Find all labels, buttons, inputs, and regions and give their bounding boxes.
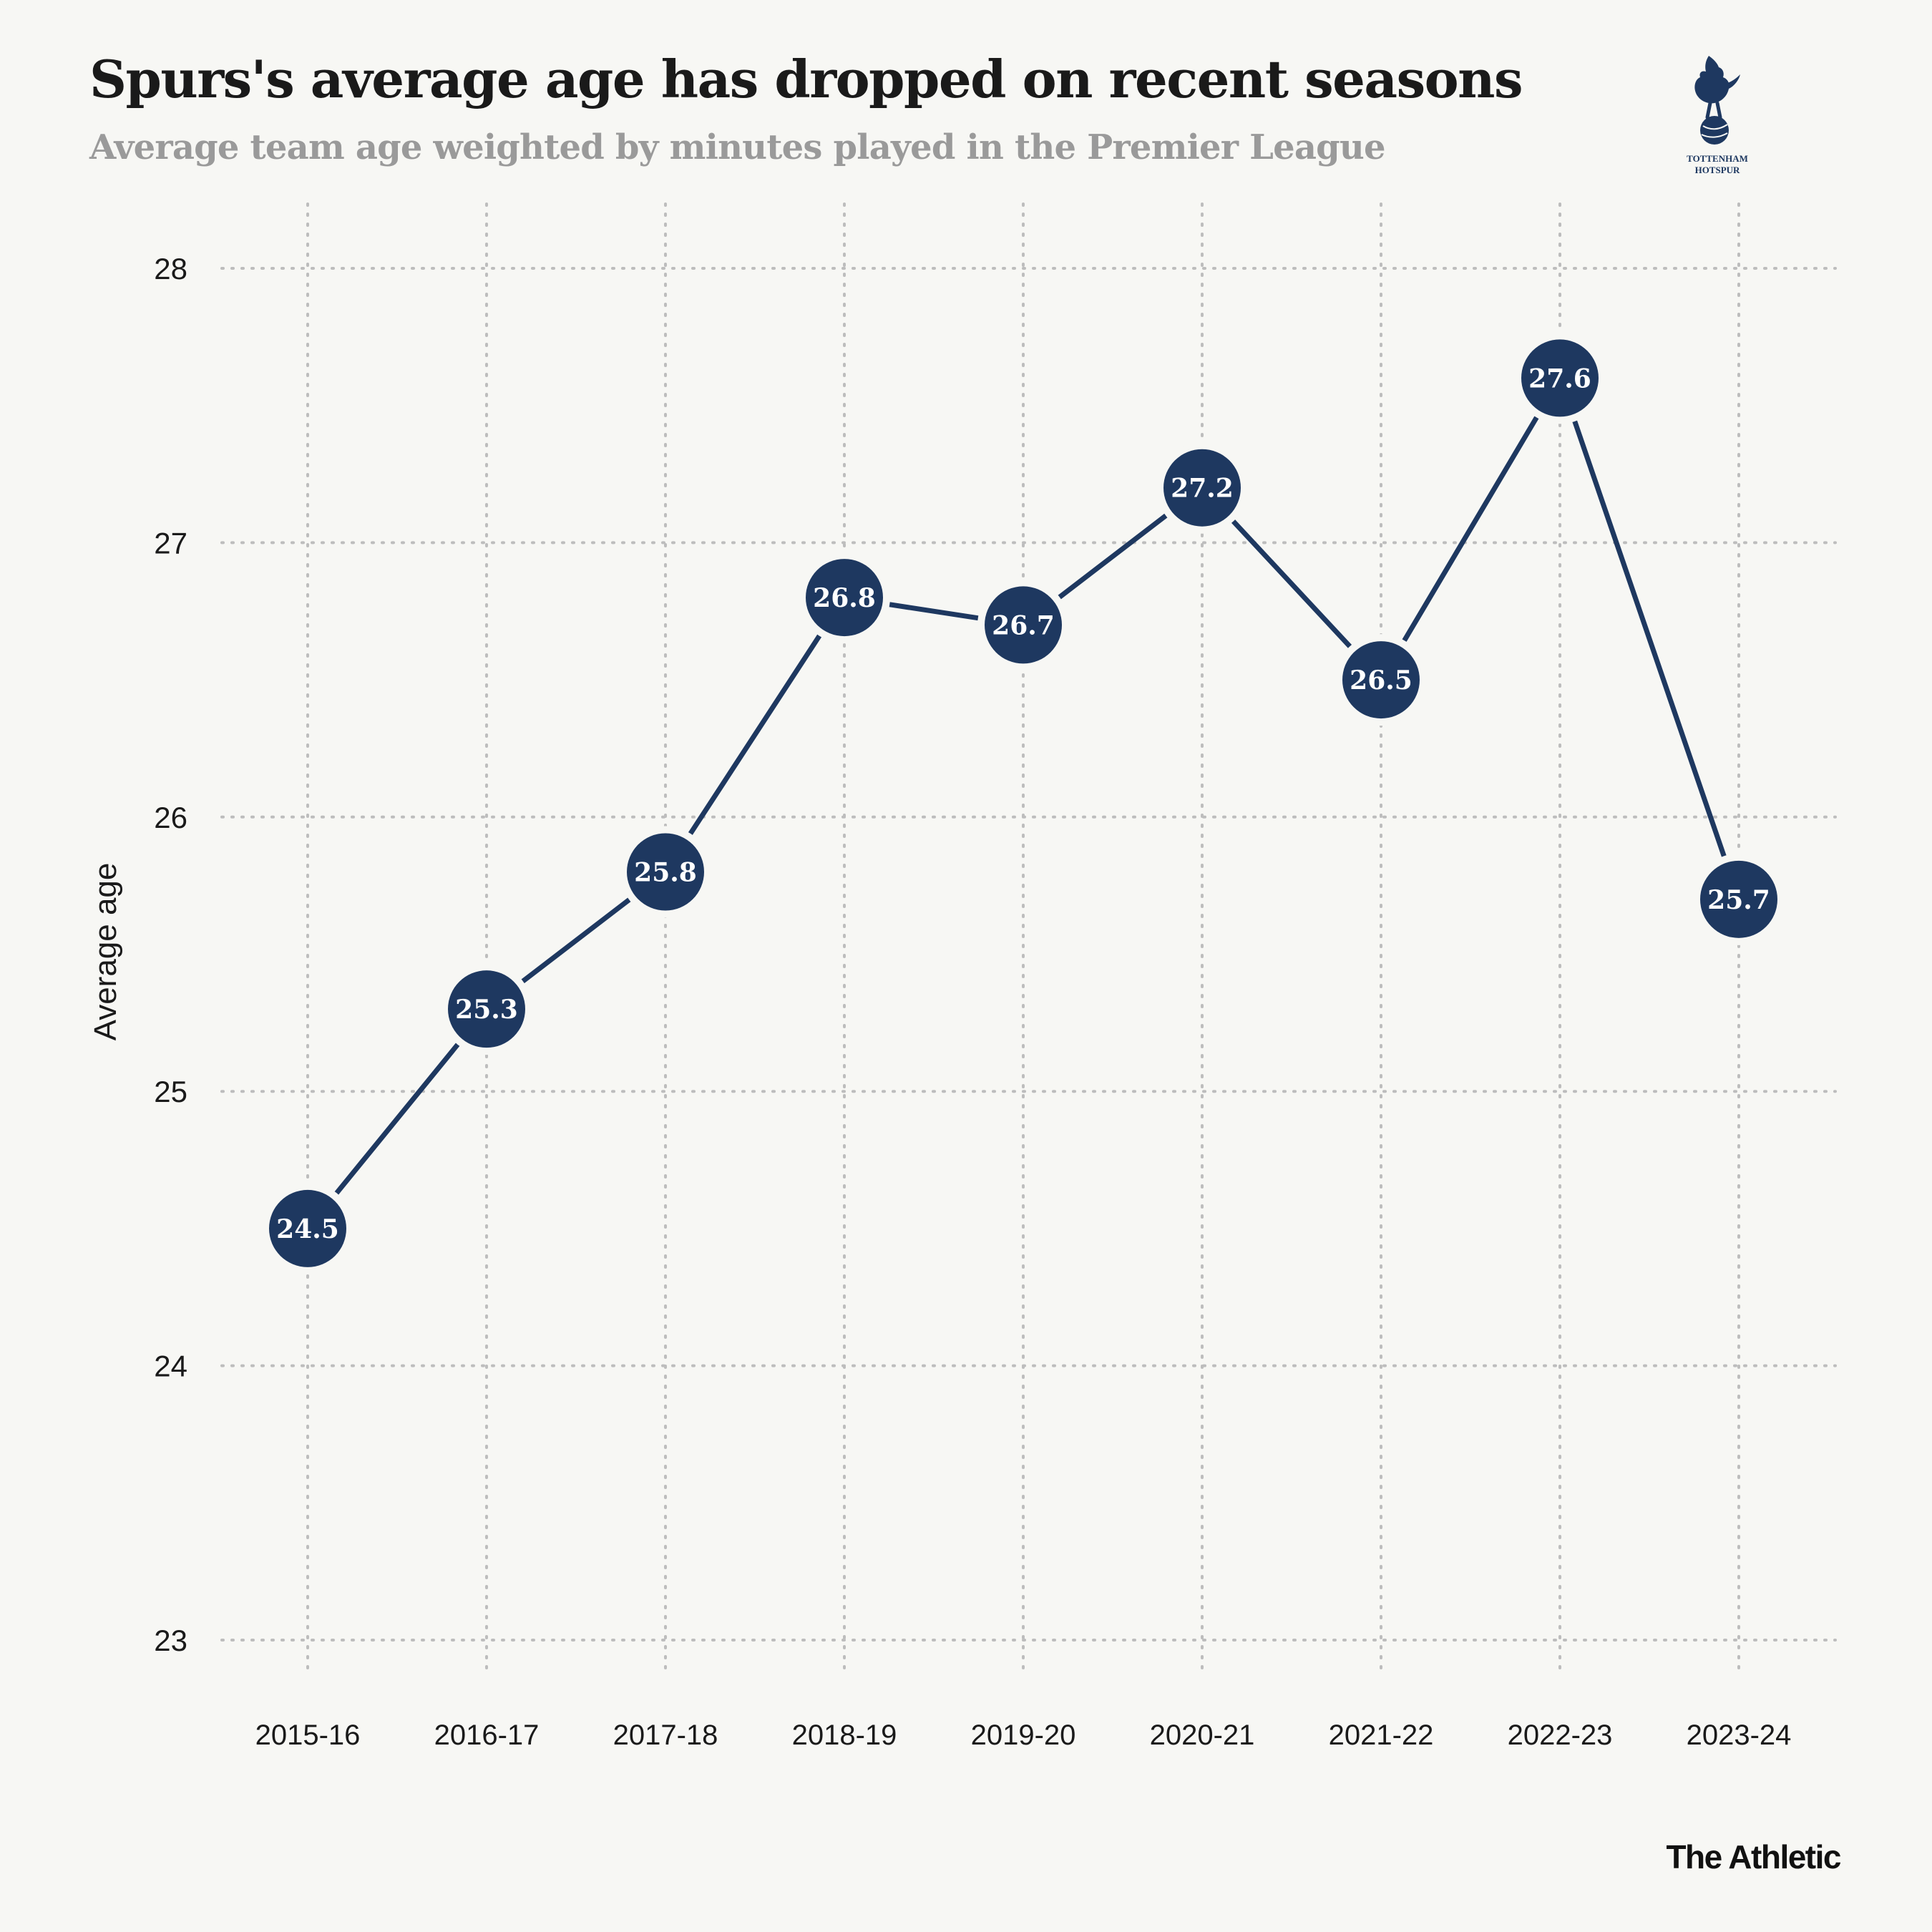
y-tick-label: 23 (154, 1624, 187, 1657)
tottenham-hotspur-crest-icon: TOTTENHAM HOTSPUR (1687, 56, 1748, 175)
chart-subtitle: Average team age weighted by minutes pla… (89, 127, 1386, 167)
data-point[interactable] (269, 1189, 346, 1267)
data-label: 25.3 (455, 995, 518, 1025)
data-label: 26.7 (992, 610, 1055, 640)
data-label: 26.8 (813, 583, 876, 613)
data-point[interactable] (627, 833, 704, 911)
crest-text-line1: TOTTENHAM (1687, 153, 1748, 164)
y-gridlines (220, 267, 1837, 1641)
series-line-segment (663, 595, 847, 874)
data-point[interactable] (985, 586, 1062, 664)
data-label: 26.5 (1350, 665, 1413, 696)
data-label: 25.7 (1707, 885, 1770, 915)
chart-title: Spurs's average age has dropped on recen… (89, 49, 1523, 109)
x-tick-label: 2015-16 (255, 1719, 361, 1751)
series-line-segment (305, 1006, 489, 1231)
series-line-segment (1378, 375, 1563, 683)
data-points: 24.5 25.3 25.8 26.8 26.7 27.2 26.5 27.6 25.7 (262, 332, 1785, 1274)
data-point[interactable] (1700, 860, 1777, 938)
data-point[interactable] (1521, 339, 1599, 417)
data-label: 25.8 (634, 857, 697, 887)
data-point[interactable] (1342, 641, 1420, 719)
x-tick-label: 2022-23 (1508, 1719, 1613, 1751)
y-tick-labels: 23 24 25 26 27 28 (154, 252, 187, 1657)
y-axis-label: Average age (88, 863, 123, 1041)
data-label: 27.2 (1171, 474, 1234, 504)
data-label: 24.5 (276, 1214, 339, 1244)
y-tick-label: 26 (154, 801, 187, 834)
y-tick-label: 24 (154, 1350, 187, 1383)
x-tick-label: 2016-17 (434, 1719, 540, 1751)
y-tick-label: 27 (154, 526, 187, 560)
crest-text-line2: HOTSPUR (1695, 165, 1740, 175)
series-line-segment (1557, 375, 1742, 902)
x-tick-label: 2021-22 (1329, 1719, 1434, 1751)
x-tick-label: 2019-20 (971, 1719, 1076, 1751)
the-athletic-logo: The Athletic (1666, 1838, 1841, 1875)
x-gridlines (306, 203, 1740, 1676)
x-tick-label: 2017-18 (613, 1719, 718, 1751)
data-point[interactable] (448, 970, 525, 1048)
x-tick-label: 2020-21 (1150, 1719, 1255, 1751)
x-tick-label: 2018-19 (792, 1719, 897, 1751)
y-tick-label: 25 (154, 1075, 187, 1108)
data-point[interactable] (1163, 449, 1241, 527)
data-point[interactable] (806, 559, 883, 637)
y-tick-label: 28 (154, 252, 187, 286)
data-label: 27.6 (1528, 364, 1591, 394)
x-tick-labels: 2015-16 2016-17 2017-18 2018-19 2019-20 2020-… (255, 1719, 1792, 1751)
x-tick-label: 2023-24 (1687, 1719, 1792, 1751)
